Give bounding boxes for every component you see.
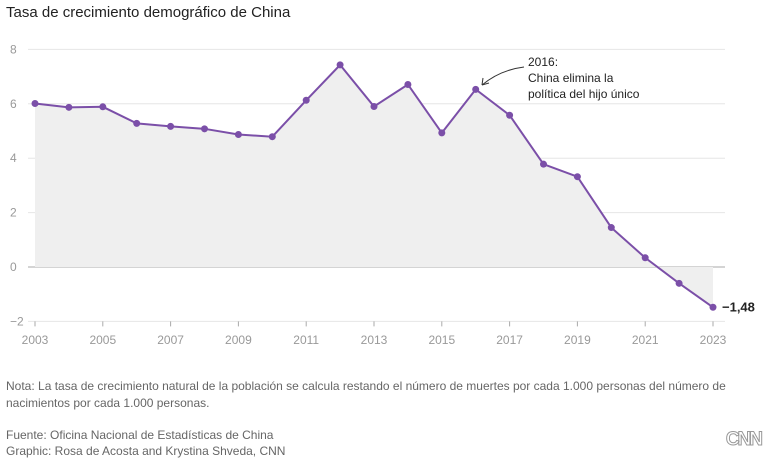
data-point bbox=[709, 303, 717, 311]
chart-note: Nota: La tasa de crecimiento natural de … bbox=[6, 379, 726, 410]
chart-title: Tasa de crecimiento demográfico de China bbox=[6, 4, 291, 21]
data-point bbox=[336, 61, 344, 69]
end-value-label: −1,48 bbox=[722, 299, 755, 314]
data-point bbox=[133, 119, 141, 127]
x-tick-label: 2009 bbox=[225, 333, 252, 347]
x-tick-label: 2023 bbox=[700, 333, 727, 347]
x-tick-label: 2021 bbox=[632, 333, 659, 347]
source: Fuente: Oficina Nacional de Estadísticas… bbox=[6, 428, 274, 442]
data-point bbox=[268, 133, 276, 141]
data-point bbox=[506, 111, 514, 119]
data-point bbox=[540, 160, 547, 168]
data-point bbox=[370, 103, 378, 111]
x-tick-label: 2013 bbox=[361, 333, 388, 347]
data-point bbox=[31, 100, 39, 108]
x-tick-label: 2017 bbox=[496, 333, 523, 347]
graphic-credit: Graphic: Rosa de Acosta and Krystina Shv… bbox=[6, 444, 286, 458]
cnn-logo: CNN bbox=[725, 429, 763, 451]
x-tick-label: 2005 bbox=[89, 333, 116, 347]
data-point bbox=[404, 80, 412, 88]
data-point bbox=[675, 279, 683, 287]
data-point bbox=[167, 122, 175, 130]
y-tick-label: 8 bbox=[10, 42, 17, 56]
annotation-year: 2016: bbox=[528, 55, 558, 69]
y-tick-label: 6 bbox=[10, 97, 17, 111]
y-tick-label: 2 bbox=[10, 206, 17, 220]
data-point bbox=[99, 103, 107, 111]
data-point bbox=[641, 254, 649, 262]
x-tick-label: 2007 bbox=[157, 333, 184, 347]
arrow-head-icon bbox=[481, 77, 490, 86]
data-point bbox=[573, 173, 581, 181]
data-point bbox=[201, 125, 208, 133]
data-point bbox=[472, 85, 480, 93]
y-tick-label: 0 bbox=[10, 260, 17, 274]
y-tick-label: 4 bbox=[10, 151, 17, 165]
data-point bbox=[302, 96, 310, 104]
area-fill bbox=[35, 64, 713, 308]
y-tick-label: −2 bbox=[10, 314, 24, 328]
line-chart: −2 0 2 4 6 8 2003 2005 2007 2009 2011 2013 2015 2017 2… bbox=[10, 42, 755, 347]
annotation-text: China elimina la bbox=[528, 71, 614, 85]
x-tick-label: 2003 bbox=[22, 333, 49, 347]
x-tick-label: 2015 bbox=[428, 333, 455, 347]
annotation-arrow bbox=[481, 66, 525, 86]
data-point bbox=[65, 103, 73, 111]
annotation-text: política del hijo único bbox=[528, 87, 640, 101]
data-point bbox=[607, 224, 615, 232]
x-tick-label: 2019 bbox=[564, 333, 591, 347]
data-point bbox=[234, 131, 242, 139]
x-tick-label: 2011 bbox=[293, 333, 319, 347]
data-point bbox=[438, 129, 446, 137]
